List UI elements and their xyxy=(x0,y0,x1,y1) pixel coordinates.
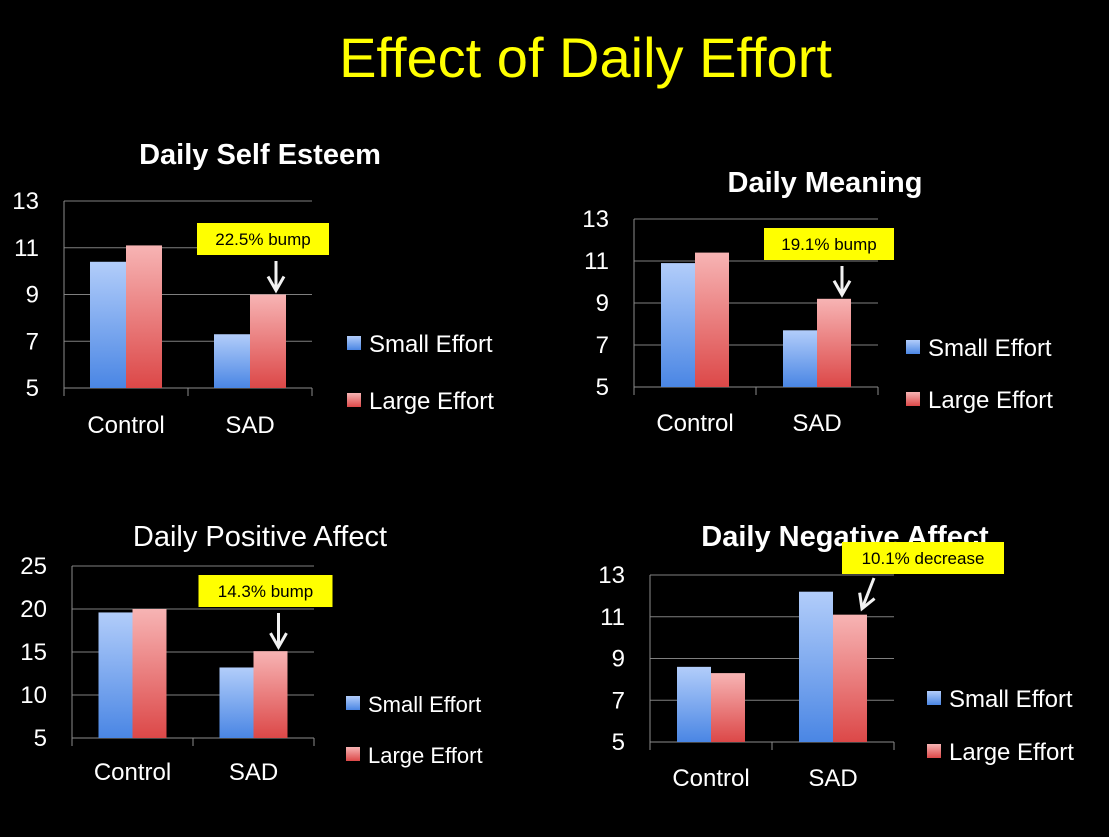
y-tick-label: 11 xyxy=(14,235,39,262)
x-category-label: Control xyxy=(87,412,164,439)
chart-meaning: Daily Meaning 5 7 9 11 13 Control SAD Small Effo… xyxy=(582,167,1053,437)
annotation-box xyxy=(198,575,333,607)
y-tick-label: 13 xyxy=(582,206,609,233)
legend-label: Large Effort xyxy=(369,388,494,415)
bar-sad-large-effort xyxy=(253,651,288,738)
legend-swatch xyxy=(927,691,941,705)
y-tick-label: 13 xyxy=(598,562,625,589)
annotation-box xyxy=(842,542,1004,574)
y-tick-label: 5 xyxy=(612,729,625,756)
chart-positive-affect: Daily Positive Affect 5 10 15 20 25 Control SAD… xyxy=(20,521,482,786)
bar-sad-small-effort xyxy=(799,591,833,742)
legend-label: Small Effort xyxy=(369,331,493,358)
y-tick-label: 10 xyxy=(20,682,47,709)
y-tick-label: 25 xyxy=(20,553,47,580)
y-tick-label: 7 xyxy=(612,687,625,714)
legend-swatch xyxy=(906,340,920,354)
legend-swatch xyxy=(346,696,360,710)
bar-control-large-effort xyxy=(711,673,745,742)
y-tick-label: 5 xyxy=(596,374,609,401)
legend-label: Small Effort xyxy=(949,686,1073,713)
chart-title: Daily Self Esteem xyxy=(139,139,381,171)
y-tick-label: 13 xyxy=(12,188,39,215)
bar-control-large-effort xyxy=(695,252,729,387)
bar-control-small-effort xyxy=(90,261,126,388)
bar-sad-large-effort xyxy=(833,614,867,742)
y-tick-label: 9 xyxy=(612,646,625,673)
legend-swatch xyxy=(906,392,920,406)
bar-sad-small-effort xyxy=(783,330,817,387)
x-category-label: SAD xyxy=(792,410,841,437)
annotation-arrowhead xyxy=(832,280,852,298)
legend-swatch xyxy=(347,393,361,407)
chart-title: Daily Meaning xyxy=(728,167,923,199)
y-tick-label: 9 xyxy=(596,290,609,317)
legend-label: Large Effort xyxy=(928,387,1053,414)
x-category-label: SAD xyxy=(229,759,278,786)
annotation-text: 10.1% decrease xyxy=(862,549,985,568)
chart-title: Daily Positive Affect xyxy=(133,521,387,553)
y-tick-label: 15 xyxy=(20,639,47,666)
annotation-arrow xyxy=(860,577,876,610)
page-title: Effect of Daily Effort xyxy=(339,26,832,89)
bar-control-small-effort xyxy=(98,612,133,738)
legend-swatch xyxy=(347,336,361,350)
legend-swatch xyxy=(346,747,360,761)
bar-control-small-effort xyxy=(661,263,695,387)
bar-sad-small-effort xyxy=(214,334,250,388)
y-tick-label: 11 xyxy=(600,604,625,631)
x-category-label: Control xyxy=(94,759,171,786)
legend-swatch xyxy=(927,744,941,758)
annotation-arrowhead xyxy=(858,592,876,612)
annotation-box xyxy=(197,223,329,255)
bar-sad-small-effort xyxy=(219,667,254,738)
y-tick-label: 20 xyxy=(20,596,47,623)
y-tick-label: 11 xyxy=(584,248,609,275)
annotation-arrowhead xyxy=(266,275,286,294)
bar-sad-large-effort xyxy=(817,298,851,387)
y-tick-label: 9 xyxy=(26,282,39,309)
bar-sad-large-effort xyxy=(250,294,286,388)
chart-self-esteem: Daily Self Esteem 5 7 9 11 13 Control SAD Small … xyxy=(12,139,494,439)
bar-control-large-effort xyxy=(126,245,162,388)
bar-control-small-effort xyxy=(677,666,711,742)
legend-label: Large Effort xyxy=(368,743,483,768)
annotation-text: 14.3% bump xyxy=(218,582,313,601)
y-tick-label: 7 xyxy=(596,332,609,359)
annotation-box xyxy=(764,228,894,260)
x-category-label: SAD xyxy=(808,765,857,792)
y-tick-label: 5 xyxy=(26,375,39,402)
legend-label: Small Effort xyxy=(368,692,481,717)
y-tick-label: 7 xyxy=(26,328,39,355)
bar-control-large-effort xyxy=(132,609,167,738)
legend-label: Large Effort xyxy=(949,739,1074,766)
x-category-label: SAD xyxy=(225,412,274,439)
x-category-label: Control xyxy=(672,765,749,792)
annotation-text: 22.5% bump xyxy=(215,230,310,249)
annotation-arrowhead xyxy=(269,632,288,651)
y-tick-label: 5 xyxy=(34,725,47,752)
legend-label: Small Effort xyxy=(928,335,1052,362)
annotation-text: 19.1% bump xyxy=(781,235,876,254)
x-category-label: Control xyxy=(656,410,733,437)
